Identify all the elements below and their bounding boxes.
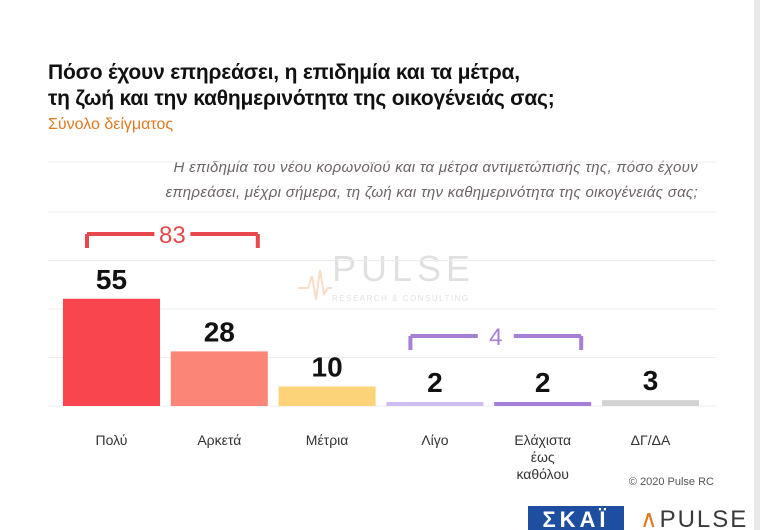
category-label-0: Πολύ bbox=[96, 432, 128, 448]
title-line-2: τη ζωή και την καθημερινότητα της οικογέ… bbox=[48, 87, 555, 110]
value-label-1: 28 bbox=[204, 316, 235, 347]
category-label-2: Μέτρια bbox=[306, 432, 349, 448]
bar-0 bbox=[63, 298, 160, 406]
chart-subtitle: Σύνολο δείγματος bbox=[48, 116, 174, 133]
skai-logo: ΣΚΑΪ bbox=[528, 506, 624, 530]
category-label-5: ΔΓ/ΔΑ bbox=[631, 432, 671, 448]
category-label-4: έως bbox=[531, 449, 555, 465]
category-label-4: Ελάχιστα bbox=[514, 432, 571, 448]
value-label-4: 2 bbox=[535, 367, 551, 398]
pulse-logo-text: PULSE bbox=[659, 506, 749, 530]
value-label-5: 3 bbox=[643, 365, 659, 396]
question-line-2: επηρεάσει, μέχρι σήμερα, τη ζωή και την … bbox=[165, 184, 698, 201]
question-line-1: Η επιδημία του νέου κορωνοϊού και τα μέτ… bbox=[173, 159, 698, 176]
pulse-watermark: PULSE RESEARCH & CONSULTING bbox=[298, 248, 470, 308]
right-edge-bar bbox=[754, 0, 760, 530]
bar-5 bbox=[602, 400, 699, 406]
bar-4 bbox=[494, 402, 592, 406]
value-label-0: 55 bbox=[96, 264, 127, 295]
watermark-tagline: RESEARCH & CONSULTING bbox=[332, 294, 470, 303]
pulse-logo: ∧PULSE bbox=[640, 506, 748, 530]
category-label-3: Λίγο bbox=[421, 432, 448, 448]
category-label-4: καθόλου bbox=[516, 466, 568, 482]
bar-3 bbox=[386, 402, 484, 406]
bracket-label-0: 83 bbox=[159, 222, 186, 249]
pulse-logo-wave-icon: ∧ bbox=[640, 506, 660, 530]
title-line-1: Πόσο έχουν επηρεάσει, η επιδημία και τα … bbox=[48, 61, 520, 84]
chart-title: Πόσο έχουν επηρεάσει, η επιδημία και τα … bbox=[48, 60, 708, 112]
survey-question: Η επιδημία του νέου κορωνοϊού και τα μέτ… bbox=[58, 155, 698, 205]
copyright: © 2020 Pulse RC bbox=[628, 476, 714, 488]
category-label-1: Αρκετά bbox=[197, 432, 241, 448]
watermark-name: PULSE bbox=[332, 248, 476, 289]
pulse-wave-icon bbox=[298, 269, 332, 301]
bracket-label-1: 4 bbox=[489, 324, 502, 351]
value-label-2: 10 bbox=[312, 352, 343, 383]
bar-1 bbox=[170, 351, 268, 406]
value-label-3: 2 bbox=[427, 367, 443, 398]
bar-2 bbox=[278, 386, 376, 406]
